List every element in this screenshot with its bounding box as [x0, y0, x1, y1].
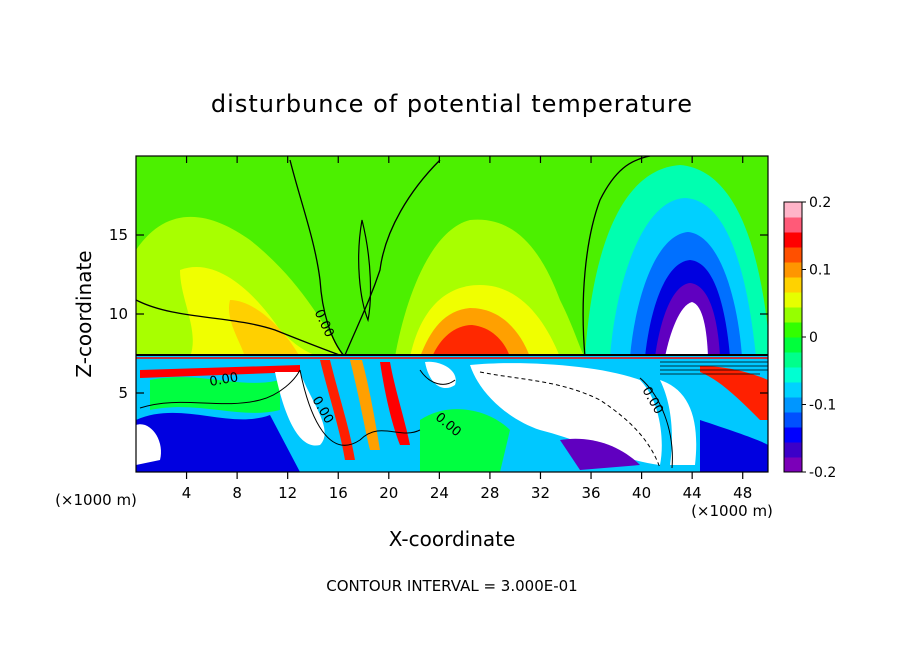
green-band-left — [150, 377, 280, 413]
colorbar-segment — [784, 367, 802, 383]
blue-band-far-right — [700, 420, 768, 472]
x-tick-label: 24 — [430, 484, 449, 502]
lower-contour-2 — [299, 369, 421, 446]
red-band-right — [700, 366, 768, 420]
colorbar-segment — [784, 397, 802, 413]
x-tick-label: 16 — [329, 484, 348, 502]
contour-interval-footer: CONTOUR INTERVAL = 3.000E-01 — [326, 577, 577, 595]
zero-contour-center-right — [582, 156, 651, 357]
contour-label: 0.00 — [208, 370, 239, 390]
x-tick-label: 36 — [581, 484, 600, 502]
dense-contours-right — [660, 361, 768, 375]
y-tick-label: 15 — [109, 226, 128, 244]
y-axis: 5 10 15 — [109, 226, 768, 402]
blue-band-left — [136, 412, 300, 472]
purple-patch — [560, 438, 640, 470]
white-region-right — [470, 363, 662, 465]
upper-field — [136, 156, 768, 357]
x-tick-label: 28 — [480, 484, 499, 502]
lower-contour-5 — [419, 369, 456, 385]
x-tick-label: 32 — [531, 484, 550, 502]
colorbar-segment — [784, 277, 802, 293]
lower-field — [136, 355, 768, 472]
chart-title: disturbunce of potential temperature — [211, 90, 693, 118]
y-tick-label: 5 — [118, 384, 128, 402]
colorbar-segment — [784, 247, 802, 263]
colorbar-tick-label: -0.1 — [809, 398, 836, 414]
zero-contour-left — [136, 299, 346, 357]
red-streak-3 — [380, 362, 410, 445]
x-tick-label: 20 — [379, 484, 398, 502]
white-pocket-center — [425, 361, 456, 389]
x-tick-label: 44 — [683, 484, 702, 502]
colorbar-segment — [784, 457, 802, 473]
colorbar-segment — [784, 262, 802, 278]
x-axis-label: X-coordinate — [389, 527, 516, 551]
white-region-far-right — [660, 380, 697, 465]
x-tick-label: 4 — [182, 484, 192, 502]
cold-dome-core — [665, 302, 708, 357]
red-streak-1 — [140, 365, 300, 378]
colorbar-segment — [784, 352, 802, 368]
colorbar-segment — [784, 427, 802, 443]
white-pocket-left — [275, 372, 325, 446]
colorbar-segment — [784, 307, 802, 323]
x-axis: 4 8 12 16 20 24 28 32 36 40 44 48 — [182, 156, 752, 502]
colorbar-tick-label: -0.2 — [809, 465, 836, 481]
colorbar — [783, 201, 803, 473]
white-pocket-bottom-left — [136, 424, 161, 465]
colorbar-segment — [784, 322, 802, 338]
x-tick-label: 12 — [278, 484, 297, 502]
green-band-center — [420, 409, 510, 472]
colorbar-segment — [784, 292, 802, 308]
x-unit-left: (×1000 m) — [55, 491, 137, 509]
colorbar-tick-label: 0 — [809, 330, 818, 346]
zero-contour-loop — [358, 219, 372, 323]
x-tick-label: 40 — [632, 484, 651, 502]
x-unit-right: (×1000 m) — [691, 502, 773, 520]
colorbar-tick-label: 0.2 — [809, 195, 831, 211]
colorbar-tick-label: 0.1 — [809, 263, 831, 279]
zero-contour-left-plume — [289, 159, 346, 357]
colorbar-segment — [784, 202, 802, 218]
x-tick-label: 48 — [733, 484, 752, 502]
center-plume-red — [432, 325, 510, 357]
red-streak-2 — [320, 360, 355, 460]
x-tick-label: 8 — [232, 484, 242, 502]
lower-contour-4 — [639, 377, 673, 469]
colorbar-ticks: 0.2 0.1 0 -0.1 -0.2 — [802, 195, 836, 481]
colorbar-segment — [784, 232, 802, 248]
colorbar-segment — [784, 382, 802, 398]
colorbar-segment — [784, 412, 802, 428]
colorbar-segment — [784, 337, 802, 353]
zero-contour-center-left — [344, 159, 441, 356]
orange-streak — [350, 360, 380, 450]
colorbar-segment — [784, 442, 802, 458]
colorbar-segment — [784, 217, 802, 233]
lower-contour-1 — [139, 369, 301, 409]
left-plume-core — [228, 300, 300, 357]
y-axis-label: Z-coordinate — [72, 250, 96, 377]
y-tick-label: 10 — [109, 305, 128, 323]
plot-area: 0.000.000.00 0.000.00 — [136, 156, 768, 472]
